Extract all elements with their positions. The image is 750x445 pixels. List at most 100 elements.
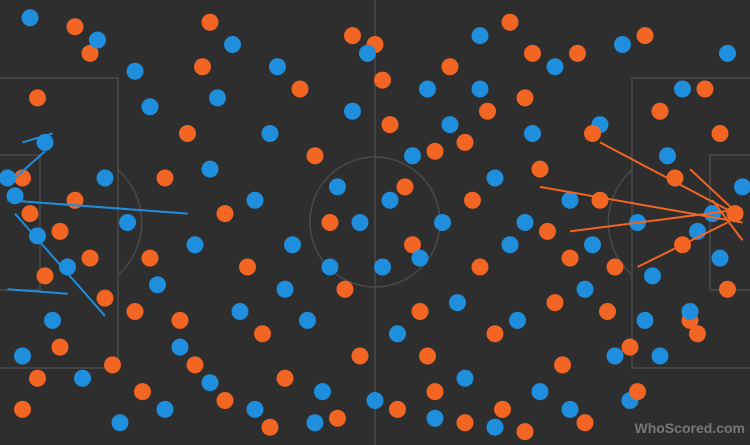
event-dot — [21, 9, 39, 27]
event-dot — [89, 31, 106, 49]
event-dot — [449, 294, 466, 312]
event-dot — [216, 392, 234, 409]
event-dot — [666, 169, 684, 187]
event-dot — [14, 400, 31, 418]
event-dot — [321, 214, 339, 231]
event-dot — [261, 418, 279, 436]
event-dot — [374, 71, 391, 89]
event-dot — [336, 280, 354, 298]
event-dot — [486, 325, 504, 343]
event-dot — [636, 27, 654, 45]
event-dot — [524, 44, 541, 62]
event-dot — [584, 236, 601, 254]
event-dot — [486, 418, 504, 436]
event-dot — [486, 169, 504, 187]
event-dot — [179, 125, 196, 142]
event-dot — [246, 400, 264, 418]
event-dot — [501, 13, 519, 31]
event-dot — [531, 383, 549, 401]
event-dot — [689, 325, 706, 343]
event-dot — [29, 89, 46, 107]
event-dot — [561, 249, 579, 267]
event-dot — [321, 258, 339, 276]
event-dot — [719, 44, 736, 62]
event-dot — [201, 160, 219, 178]
event-dot — [636, 311, 654, 329]
event-dot — [299, 311, 316, 329]
event-dot — [434, 214, 451, 231]
event-dot — [659, 147, 676, 165]
event-dot — [456, 369, 474, 387]
event-dot — [471, 258, 489, 276]
event-dot — [524, 125, 541, 142]
event-dot — [329, 409, 346, 427]
event-dot — [351, 347, 369, 365]
event-dot — [36, 267, 54, 285]
event-dot — [389, 325, 406, 343]
event-dot — [261, 125, 279, 142]
event-dot — [171, 311, 189, 329]
event-dot — [51, 222, 69, 240]
event-dot — [119, 214, 136, 231]
event-dot — [419, 347, 436, 365]
event-dot — [21, 205, 39, 223]
event-dot — [516, 89, 534, 107]
event-dot — [516, 214, 534, 231]
event-dot — [239, 258, 256, 276]
event-dot — [366, 392, 384, 409]
event-dot — [494, 400, 511, 418]
event-dot — [576, 280, 594, 298]
event-dot — [81, 44, 99, 62]
event-dot — [711, 249, 729, 267]
event-dot — [246, 191, 264, 209]
event-dot — [644, 267, 661, 285]
event-dot — [389, 400, 406, 418]
event-dot — [584, 125, 601, 142]
event-dot — [104, 356, 121, 374]
event-dot — [629, 383, 646, 401]
watermark: WhoScored.com — [635, 420, 745, 436]
event-dot — [381, 191, 399, 209]
event-dot — [224, 36, 241, 53]
event-dot — [456, 414, 474, 432]
pass-line — [22, 132, 53, 144]
event-dot — [156, 169, 174, 187]
event-dot — [411, 303, 429, 320]
event-dot — [201, 13, 219, 31]
event-dot — [74, 369, 91, 387]
event-dot — [404, 236, 421, 254]
event-dot — [201, 374, 219, 392]
event-dot — [149, 276, 166, 294]
pass-line — [539, 185, 743, 224]
event-dot — [441, 58, 459, 76]
event-dot — [29, 369, 46, 387]
event-dot — [0, 169, 16, 187]
event-dot — [96, 289, 114, 307]
event-dot — [14, 169, 31, 187]
event-dot — [456, 133, 474, 151]
event-dot — [426, 142, 444, 160]
pass-line — [14, 150, 46, 179]
pass-line — [7, 199, 188, 215]
event-dot — [306, 147, 324, 165]
event-dot — [374, 258, 391, 276]
event-dot — [276, 280, 294, 298]
event-dot — [51, 338, 69, 356]
event-dot — [411, 249, 429, 267]
event-dot — [464, 191, 481, 209]
event-dot — [516, 423, 534, 441]
event-dot — [696, 80, 714, 98]
event-dot — [186, 236, 204, 254]
event-dot — [284, 236, 301, 254]
event-dot — [344, 102, 361, 120]
event-dot — [531, 160, 549, 178]
event-dot — [329, 178, 346, 196]
event-dot — [546, 294, 564, 312]
event-dot — [569, 44, 586, 62]
pass-line — [569, 208, 743, 233]
event-dot — [396, 178, 414, 196]
event-dot — [576, 414, 594, 432]
event-dot — [479, 102, 496, 120]
event-dot — [554, 356, 571, 374]
event-dot — [441, 116, 459, 134]
